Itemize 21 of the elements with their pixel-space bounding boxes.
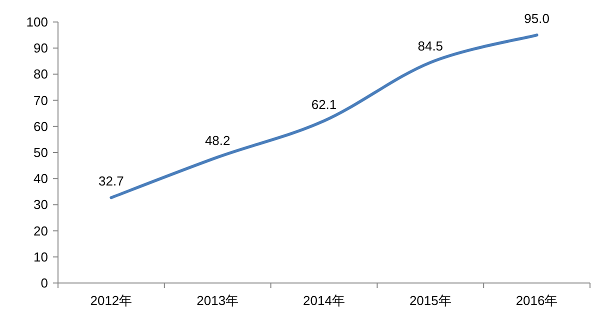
x-tick-label: 2013年 [196, 293, 239, 308]
y-tick-label: 60 [34, 118, 48, 134]
y-tick-label: 50 [34, 145, 48, 160]
y-tick-label: 10 [34, 249, 48, 264]
y-tick-label: 30 [34, 197, 48, 212]
y-tick-label: 70 [34, 92, 48, 108]
x-tick-label: 2016年 [516, 293, 558, 308]
x-tick-label: 2014年 [303, 293, 345, 308]
data-label: 48.2 [204, 133, 230, 148]
x-tick-label: 2012年 [90, 293, 132, 308]
y-tick-label: 100 [26, 14, 48, 30]
y-tick-label: 80 [34, 66, 48, 82]
data-label: 84.5 [418, 38, 444, 54]
y-tick-label: 90 [34, 40, 48, 56]
data-label: 32.7 [98, 174, 124, 189]
data-label: 62.1 [311, 96, 337, 112]
y-tick-label: 0 [40, 276, 48, 290]
y-tick-label: 40 [34, 171, 48, 186]
y-tick-label: 20 [34, 223, 48, 238]
data-label: 95.0 [524, 11, 550, 26]
x-tick-label: 2015年 [409, 293, 452, 308]
